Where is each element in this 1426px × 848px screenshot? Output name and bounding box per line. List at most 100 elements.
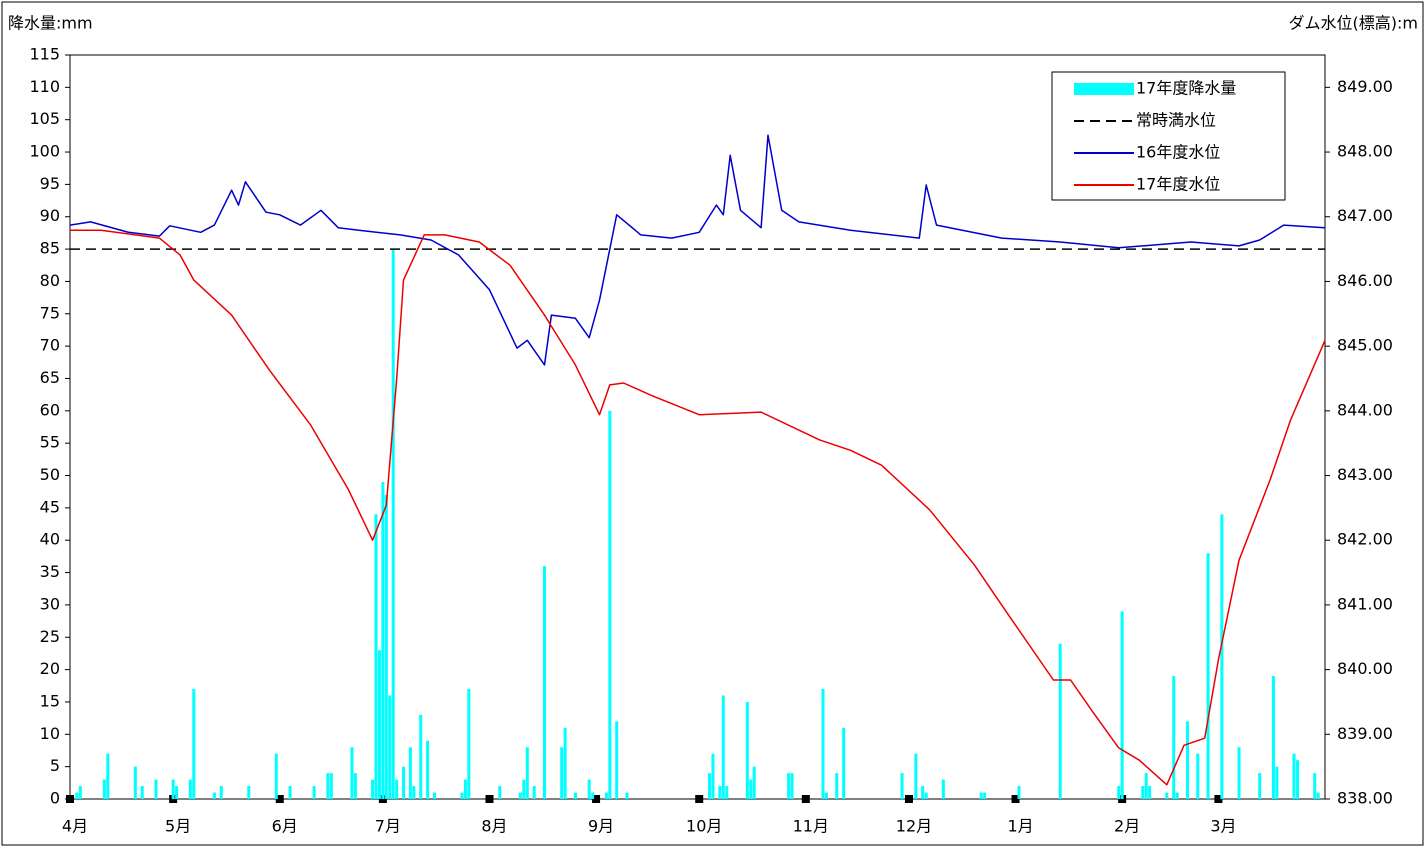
bar (979, 792, 983, 799)
bar (842, 727, 846, 799)
bar (247, 786, 251, 799)
bar (388, 695, 392, 799)
bar (212, 792, 216, 799)
y2-tick-label: 838.00 (1337, 789, 1393, 808)
bar (708, 773, 712, 799)
y-tick-label: 20 (40, 659, 60, 678)
y-tick-label: 60 (40, 400, 60, 419)
x-tick-label: 7月 (375, 817, 401, 836)
bar (824, 792, 828, 799)
y-tick-label: 90 (40, 206, 60, 225)
bar (711, 753, 715, 799)
bar (463, 779, 467, 799)
bar (608, 410, 612, 799)
bar (326, 773, 330, 799)
y2-tick-label: 847.00 (1337, 206, 1393, 225)
y-tick-label: 110 (29, 77, 60, 96)
y-tick-label: 10 (40, 724, 60, 743)
bar (1313, 773, 1317, 799)
x-tick-marker (592, 795, 601, 803)
bar (1141, 786, 1145, 799)
bar (498, 786, 502, 799)
y2-axis-title: ダム水位(標高):m (1289, 14, 1418, 33)
bar (900, 773, 904, 799)
bar (625, 792, 629, 799)
y2-tick-label: 841.00 (1337, 594, 1393, 613)
bar (371, 779, 375, 799)
y-tick-label: 25 (40, 627, 60, 646)
bar (75, 792, 79, 799)
bar (1165, 792, 1169, 799)
bar (1275, 766, 1279, 799)
x-tick-marker (485, 795, 494, 803)
y2-tick-label: 846.00 (1337, 271, 1393, 290)
bar (1185, 721, 1189, 799)
y-tick-label: 0 (50, 789, 60, 808)
bar (1172, 676, 1176, 799)
x-tick-label: 8月 (481, 817, 507, 836)
bar (171, 779, 175, 799)
x-tick-marker (1011, 795, 1020, 803)
bar (1292, 753, 1296, 799)
bar (752, 766, 756, 799)
bar (384, 494, 388, 799)
legend-swatch (1074, 83, 1134, 95)
x-tick-marker (1214, 795, 1223, 803)
x-tick-marker (275, 795, 284, 803)
y-tick-label: 65 (40, 368, 60, 387)
x-tick-marker (695, 795, 704, 803)
bar (587, 779, 591, 799)
bar (1295, 760, 1299, 799)
bar (381, 481, 385, 799)
bar (353, 773, 357, 799)
bar (1144, 773, 1148, 799)
y-tick-label: 70 (40, 336, 60, 355)
y-tick-label: 40 (40, 530, 60, 549)
x-tick-label: 6月 (272, 817, 298, 836)
bar (391, 249, 395, 799)
bar (573, 792, 577, 799)
x-tick-label: 10月 (686, 817, 722, 836)
x-tick-label: 3月 (1210, 817, 1236, 836)
bar (924, 792, 928, 799)
bar (78, 786, 82, 799)
y-axis-title: 降水量:mm (8, 14, 93, 33)
y-tick-label: 105 (29, 109, 60, 128)
legend-label: 17年度水位 (1136, 175, 1220, 194)
bar (721, 695, 725, 799)
y-tick-label: 45 (40, 497, 60, 516)
bar (542, 566, 546, 799)
y-tick-label: 75 (40, 303, 60, 322)
bar (1316, 792, 1320, 799)
x-tick-label: 12月 (896, 817, 932, 836)
bar (532, 786, 536, 799)
legend-label: 17年度降水量 (1136, 79, 1236, 98)
bar (518, 792, 522, 799)
y-tick-label: 15 (40, 691, 60, 710)
bar (192, 689, 196, 799)
bar (350, 747, 354, 799)
legend-label: 16年度水位 (1136, 143, 1220, 162)
bar (219, 786, 223, 799)
bar (914, 753, 918, 799)
bar (1258, 773, 1262, 799)
line (69, 134, 1326, 366)
bar (312, 786, 316, 799)
bar (133, 766, 137, 799)
bar (522, 779, 526, 799)
bar (790, 773, 794, 799)
y-tick-label: 50 (40, 465, 60, 484)
bar (745, 701, 749, 799)
bar (560, 747, 564, 799)
bar (787, 773, 791, 799)
bar (374, 514, 378, 799)
y2-tick-label: 840.00 (1337, 659, 1393, 678)
bar (402, 766, 406, 799)
x-tick-label: 4月 (62, 817, 88, 836)
bar (591, 792, 595, 799)
bar (1117, 786, 1121, 799)
bar (1120, 611, 1124, 799)
bar (1148, 786, 1152, 799)
